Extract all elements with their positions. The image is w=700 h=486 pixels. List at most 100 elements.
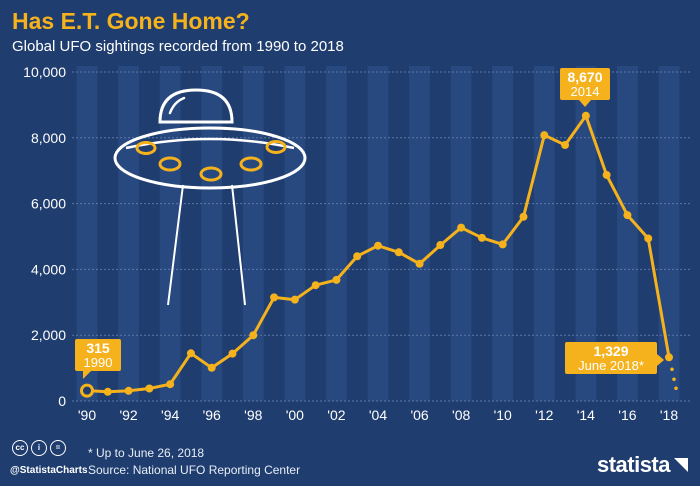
x-tick-label: '00 (286, 407, 304, 423)
data-point (581, 111, 590, 120)
data-point (519, 212, 528, 221)
stripe (450, 66, 472, 401)
stripe (492, 66, 514, 401)
data-points (80, 111, 673, 398)
stripe (658, 66, 680, 401)
y-tick-label: 6,000 (31, 196, 66, 212)
data-point (145, 384, 154, 393)
callout-label: 1990 (84, 355, 113, 370)
x-axis-labels: '90 '92 '94 '96 '98 '00 '02 '04 '06 '08 '10 '12 '14 '… (78, 407, 678, 423)
data-point (103, 387, 112, 396)
source-note: Source: National UFO Reporting Center (88, 463, 301, 477)
x-tick-label: '18 (660, 407, 678, 423)
projection-dots (670, 367, 678, 391)
data-point (498, 240, 507, 249)
callout-box (565, 342, 657, 374)
data-point (228, 349, 237, 358)
callout-label: June 2018* (578, 358, 644, 373)
chart-subtitle: Global UFO sightings recorded from 1990 … (12, 38, 344, 55)
x-tick-label: '94 (161, 407, 179, 423)
callout-value: 1,329 (593, 343, 628, 359)
x-tick-label: '10 (494, 407, 512, 423)
stripe (201, 66, 223, 401)
data-point (623, 211, 632, 220)
data-point (415, 259, 424, 268)
gridlines (72, 71, 690, 402)
data-point (477, 233, 486, 242)
data-point (332, 275, 341, 284)
stripe (533, 66, 555, 401)
data-point (353, 252, 362, 261)
data-point (374, 241, 382, 250)
callout-box (75, 339, 121, 371)
y-tick-label: 10,000 (23, 64, 66, 80)
x-tick-label: '02 (327, 407, 345, 423)
data-point (290, 295, 299, 304)
callout-box (560, 68, 610, 100)
license-icons: cc i = (12, 440, 66, 456)
data-point (186, 349, 195, 358)
data-point (457, 223, 466, 232)
x-tick-label: '98 (244, 407, 262, 423)
statista-logo: statista (597, 452, 688, 478)
x-tick-label: '04 (369, 407, 387, 423)
data-point (602, 170, 611, 179)
x-tick-label: '96 (203, 407, 221, 423)
data-point (436, 241, 445, 250)
callout-value: 8,670 (567, 69, 602, 85)
x-tick-label: '06 (410, 407, 428, 423)
data-point (561, 141, 570, 150)
stripe (76, 66, 98, 401)
chart-title: Has E.T. Gone Home? (12, 8, 250, 34)
x-tick-label: '92 (119, 407, 137, 423)
stripe (159, 66, 181, 401)
brand-name: statista (596, 452, 671, 477)
y-tick-label: 4,000 (31, 261, 66, 277)
attribution-icon: i (31, 440, 47, 456)
ufo-icon (113, 88, 307, 306)
stripe (575, 66, 597, 401)
data-point (166, 380, 175, 389)
footnote: * Up to June 26, 2018 (88, 446, 205, 460)
stripe (409, 66, 430, 401)
data-point (394, 248, 403, 257)
stripe (284, 66, 306, 401)
data-point (207, 363, 216, 372)
data-point (540, 131, 549, 140)
stripe (326, 66, 347, 401)
creative-commons-icon: cc (12, 440, 28, 456)
callout-value: 315 (86, 340, 110, 356)
projection-dot (670, 367, 674, 372)
data-point (311, 281, 320, 290)
callout-label: 2014 (571, 84, 600, 99)
stripe (617, 66, 638, 401)
data-point (270, 293, 279, 302)
brand-mark-icon (674, 458, 688, 472)
data-point (665, 353, 673, 362)
y-tick-label: 0 (58, 393, 66, 409)
projection-dot (672, 377, 676, 382)
x-tick-label: '12 (535, 407, 553, 423)
stripe (118, 66, 139, 401)
stripe (242, 66, 264, 401)
stripe (367, 66, 389, 401)
y-axis-labels: 0 2,000 4,000 6,000 8,000 10,000 (23, 64, 66, 409)
x-tick-label: '16 (618, 407, 636, 423)
y-tick-label: 2,000 (31, 327, 66, 343)
data-point (249, 331, 258, 340)
callout-pointer (657, 354, 664, 366)
twitter-handle: @StatistaCharts (10, 465, 88, 476)
x-tick-label: '08 (452, 407, 470, 423)
projection-dot (674, 386, 678, 391)
data-point (80, 383, 94, 398)
x-tick-label: '90 (78, 407, 96, 423)
callout-pointer (83, 371, 91, 379)
x-tick-label: '14 (577, 407, 595, 423)
data-point (124, 386, 133, 395)
y-tick-label: 8,000 (31, 130, 66, 146)
